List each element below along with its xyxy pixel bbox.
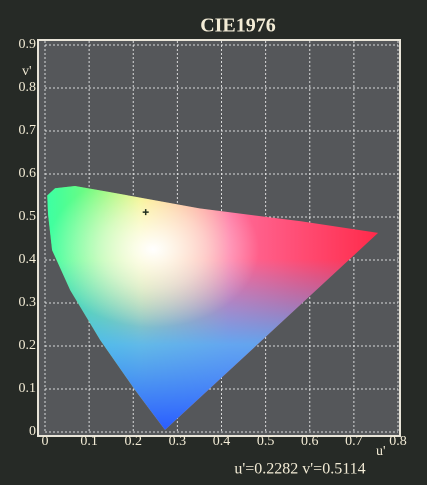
y-tick-label: 0.8 (19, 80, 37, 95)
x-tick-label: 0.2 (125, 434, 143, 449)
y-tick-label: 0.3 (19, 295, 37, 310)
y-tick-label: 0.5 (19, 209, 37, 224)
x-tick-label: 0 (42, 434, 49, 449)
x-tick-label: 0.5 (257, 434, 275, 449)
chart-title: CIE1976 (200, 15, 276, 37)
x-tick-label: 0.7 (345, 434, 363, 449)
y-tick-label: 0.6 (19, 166, 37, 181)
x-tick-label: 0.3 (169, 434, 187, 449)
x-tick-label: 0.4 (213, 434, 231, 449)
y-tick-label: 0 (29, 424, 36, 439)
readout: u'=0.2282 v'=0.5114 (234, 461, 365, 478)
y-axis-label: v' (22, 64, 32, 79)
y-tick-label: 0.7 (19, 123, 37, 138)
x-tick-label: 0.8 (389, 434, 407, 449)
x-tick-label: 0.6 (301, 434, 319, 449)
chart: CIE1976 v' u' u'=0.2282 v'=0.5114 0 0.1 0.… (0, 0, 427, 485)
x-axis-label: u' (376, 444, 386, 459)
y-tick-label: 0.4 (19, 252, 37, 267)
y-tick-label: 0.2 (19, 338, 37, 353)
y-tick-label: 0.1 (19, 381, 37, 396)
x-tick-label: 0.1 (80, 434, 98, 449)
y-tick-label: 0.9 (19, 37, 37, 52)
